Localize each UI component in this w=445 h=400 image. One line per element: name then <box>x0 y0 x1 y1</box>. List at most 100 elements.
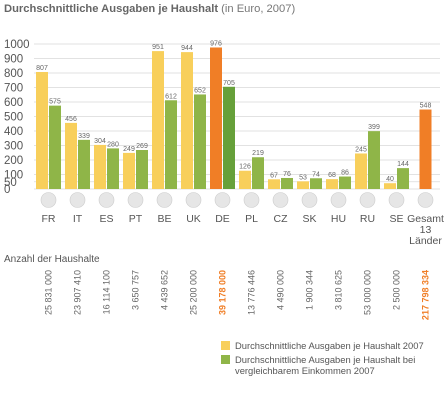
legend-swatch-green <box>221 355 230 364</box>
y-tick-label: 700 <box>4 83 23 95</box>
y-tick-label: 200 <box>4 155 23 167</box>
household-count: 217 798 334 <box>421 270 431 320</box>
value-label: 40 <box>386 176 394 183</box>
value-label: 304 <box>94 138 106 145</box>
category-label: ES <box>99 213 113 225</box>
legend-label-series2: Durchschnittliche Ausgaben je Haushalt b… <box>235 354 416 376</box>
bar-series1-BE <box>152 51 164 190</box>
bar-series2-SE <box>397 168 409 189</box>
household-counts: 25 831 000 23 907 410 16 114 100 3 650 757 4… <box>44 270 431 320</box>
flag-spain-icon <box>98 192 115 208</box>
value-label: 399 <box>368 124 380 131</box>
value-label: 144 <box>397 161 409 168</box>
bar-series1-PL <box>239 170 251 189</box>
household-count: 4 439 652 <box>160 270 170 310</box>
households-label: Anzahl der Haushalte <box>4 254 100 265</box>
value-label: 339 <box>78 133 90 140</box>
legend-item-series2: Durchschnittliche Ausgaben je Haushalt b… <box>221 354 445 376</box>
bar-series2-DE <box>223 86 235 189</box>
value-label: 951 <box>152 44 164 51</box>
category-label: 13 <box>420 224 432 236</box>
flag-italy-icon <box>69 192 86 208</box>
household-count: 23 907 410 <box>73 270 83 315</box>
category-label: Länder <box>409 235 442 247</box>
household-count: 13 776 446 <box>247 270 257 315</box>
flag-poland-icon <box>243 192 260 208</box>
value-label: 76 <box>283 171 291 178</box>
flag-uk-icon <box>185 192 202 208</box>
y-tick-label: 600 <box>4 97 23 109</box>
bar-series1-CZ <box>268 179 280 189</box>
bar-series1-ES <box>94 144 106 189</box>
bar-series2-UK <box>194 94 206 189</box>
household-count: 53 000 000 <box>363 270 373 315</box>
category-label: DE <box>215 213 230 225</box>
category-label: CZ <box>274 213 289 225</box>
bar-series2-FR <box>49 105 61 189</box>
legend-item-series1: Durchschnittliche Ausgaben je Haushalt 2… <box>221 340 445 351</box>
flag-portugal-icon <box>127 192 144 208</box>
y-tick-label: 800 <box>4 68 23 80</box>
value-labels: 807 575 456 339 304 280 249 269 951 612 944 652 976 7… <box>36 40 431 183</box>
value-label: 249 <box>123 146 135 153</box>
bar-series1-PT <box>123 152 135 189</box>
bar-series1-SE <box>384 183 396 189</box>
bar-series1-UK <box>181 52 193 190</box>
value-label: 245 <box>355 146 367 153</box>
flag-czech-icon <box>272 192 289 208</box>
flag-hungary-icon <box>330 192 347 208</box>
category-label: UK <box>186 213 201 225</box>
chart-title: Durchschnittliche Ausgaben je Haushalt (… <box>4 3 444 19</box>
chart-subtitle: (in Euro, 2007) <box>221 3 296 15</box>
chart-title-text: Durchschnittliche Ausgaben je Haushalt <box>4 3 219 15</box>
household-count: 25 200 000 <box>189 270 199 315</box>
flag-eu-icon <box>417 192 434 208</box>
y-tick-label: 50 <box>4 177 17 189</box>
household-count: 2 500 000 <box>392 270 402 310</box>
bar-series2-PL <box>252 157 264 189</box>
bar-series2-BE <box>165 100 177 189</box>
bar-series1-DE <box>210 47 222 190</box>
household-count: 1 900 344 <box>305 270 315 310</box>
household-count: 25 831 000 <box>44 270 54 315</box>
bar-series2-PT <box>136 149 148 189</box>
value-label: 74 <box>312 171 320 178</box>
value-label: 456 <box>65 116 77 123</box>
legend: Durchschnittliche Ausgaben je Haushalt 2… <box>221 340 445 379</box>
category-label: Gesamt <box>407 213 444 225</box>
flag-belgium-icon <box>156 192 173 208</box>
value-label: 86 <box>341 170 349 177</box>
bar-series2-HU <box>339 176 351 189</box>
bar-series1-Gesamt <box>419 109 432 189</box>
bar-series2-RU <box>368 131 380 189</box>
bar-series2-CZ <box>281 177 293 189</box>
y-tick-label: 900 <box>4 54 23 66</box>
bar-series1-HU <box>326 179 338 189</box>
value-label: 612 <box>165 93 177 100</box>
household-count: 3 650 757 <box>131 270 141 310</box>
value-label: 269 <box>136 143 148 150</box>
bar-series2-IT <box>78 139 90 189</box>
value-label: 944 <box>181 45 193 52</box>
category-label: FR <box>42 213 56 225</box>
flag-france-icon <box>40 192 57 208</box>
category-label: PT <box>129 213 143 225</box>
category-label: SE <box>389 213 403 225</box>
household-count: 4 490 000 <box>276 270 286 310</box>
value-label: 705 <box>223 80 235 87</box>
flags <box>40 192 434 208</box>
bar-series1-FR <box>36 71 48 189</box>
value-label: 53 <box>299 174 307 181</box>
value-label: 280 <box>107 141 119 148</box>
household-count: 39 178 000 <box>218 270 228 315</box>
value-label: 68 <box>328 172 336 179</box>
y-tick-label: 400 <box>4 126 23 138</box>
y-tick-label: 1000 <box>4 39 30 51</box>
value-label: 652 <box>194 87 206 94</box>
bar-series1-SK <box>297 181 309 189</box>
flag-slovakia-icon <box>301 192 318 208</box>
category-label: RU <box>360 213 375 225</box>
